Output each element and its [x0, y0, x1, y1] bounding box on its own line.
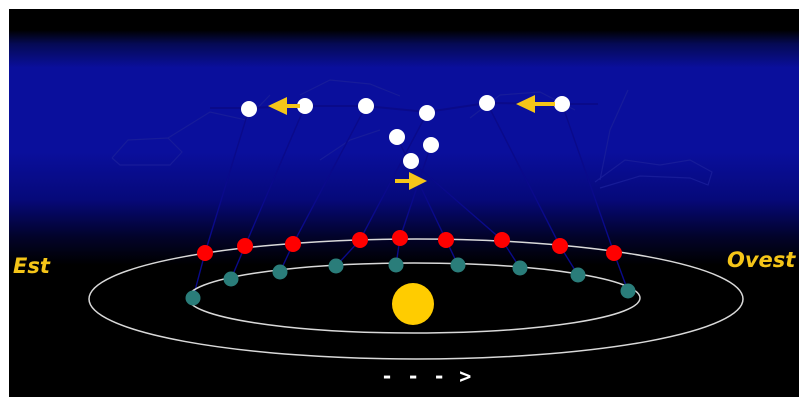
arrow-left-icon: [516, 95, 555, 113]
apparent-position-dot: [479, 95, 495, 111]
mars-position-dot: [197, 245, 213, 261]
earth-position-dot: [328, 258, 344, 274]
mars-position-dot: [494, 232, 510, 248]
earth-position-dot: [388, 257, 404, 273]
earth-position-dot: [620, 283, 636, 299]
mars-orbit: [88, 238, 744, 360]
mars-position-dot: [285, 236, 301, 252]
earth-positions: [185, 257, 636, 306]
sun-icon: [392, 283, 434, 325]
apparent-position-dot: [358, 98, 374, 114]
earth-position-dot: [512, 260, 528, 276]
apparent-position-dot: [389, 129, 405, 145]
sky-band: [9, 30, 799, 265]
apparent-position-dot: [423, 137, 439, 153]
mars-position-dot: [352, 232, 368, 248]
west-label: Ovest: [727, 248, 796, 272]
retrograde-motion-diagram: [9, 9, 799, 397]
mars-position-dot: [237, 238, 253, 254]
east-label: Est: [13, 254, 50, 278]
mars-positions: [197, 230, 622, 261]
mars-position-dot: [606, 245, 622, 261]
mars-position-dot: [552, 238, 568, 254]
earth-position-dot: [223, 271, 239, 287]
mars-position-dot: [438, 232, 454, 248]
orbit-direction-indicator: - - - >: [381, 364, 473, 388]
earth-position-dot: [185, 290, 201, 306]
arrow-left-icon: [268, 97, 300, 115]
apparent-position-dot: [419, 105, 435, 121]
apparent-positions: [241, 95, 570, 169]
mars-position-dot: [392, 230, 408, 246]
apparent-position-dot: [241, 101, 257, 117]
apparent-position-dot: [403, 153, 419, 169]
apparent-position-dot: [554, 96, 570, 112]
earth-position-dot: [570, 267, 586, 283]
earth-position-dot: [272, 264, 288, 280]
earth-position-dot: [450, 257, 466, 273]
apparent-position-dot: [297, 98, 313, 114]
arrow-right-icon: [395, 172, 427, 190]
